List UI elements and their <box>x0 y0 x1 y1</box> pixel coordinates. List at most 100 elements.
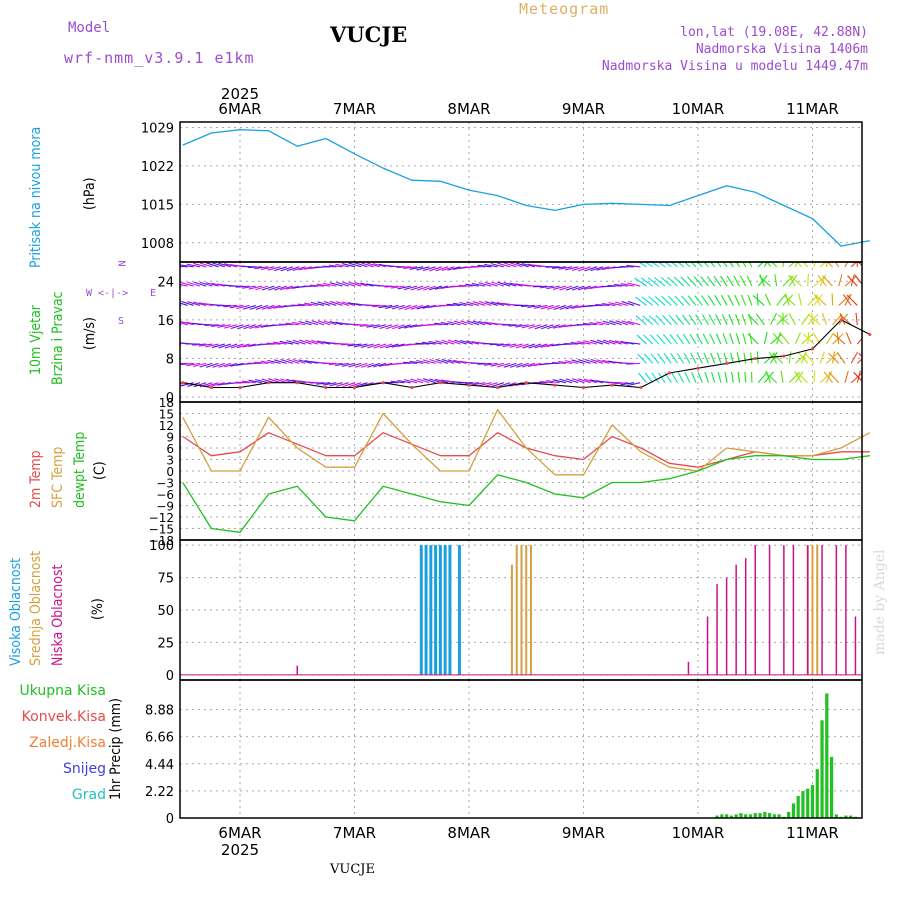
wind-arrow <box>212 262 225 268</box>
wind-arrow <box>113 286 125 290</box>
wind-arrow <box>547 324 560 330</box>
wind-arrow <box>776 294 786 306</box>
wind-arrow <box>627 320 641 326</box>
wind-arrow <box>132 267 144 271</box>
wind-arrow <box>429 285 442 291</box>
wind-arrow <box>206 362 219 368</box>
wind-arrow <box>144 340 156 344</box>
precip-bar <box>825 693 829 818</box>
wind-arrow <box>838 274 843 287</box>
wind-arrow <box>539 285 554 289</box>
wind-arrow <box>637 353 647 364</box>
precip-bar <box>758 813 762 818</box>
wind-arrow <box>366 324 380 328</box>
wind-arrow <box>267 304 281 310</box>
wind-arrow <box>428 340 442 345</box>
wind-arrow <box>826 262 833 268</box>
wind-arrow <box>552 285 566 290</box>
wind-arrow <box>298 266 312 271</box>
wind-arrow <box>676 333 685 345</box>
wind-arrow <box>602 339 616 345</box>
wind-arrow <box>864 255 870 266</box>
wind-arrow <box>298 359 312 364</box>
wind-arrow <box>254 361 269 364</box>
wind-arrow <box>280 378 294 384</box>
wind-arrow <box>242 304 256 310</box>
wind-arrow <box>379 343 393 349</box>
panel-frame <box>179 679 863 819</box>
wind-arrow <box>459 301 473 306</box>
wind-arrow <box>882 274 883 286</box>
compass-arrows: <-|-> <box>98 288 129 299</box>
wind-arrow <box>156 303 169 305</box>
wind-arrow <box>559 304 573 310</box>
wind-arrow <box>656 334 666 345</box>
wind-arrow <box>204 324 219 326</box>
wind-arrow <box>527 304 542 309</box>
precip-bar <box>715 815 719 818</box>
wind-arrow <box>713 275 722 287</box>
wind-arrow <box>842 294 852 306</box>
wind-arrow <box>193 281 207 287</box>
wind-arrow <box>497 362 511 368</box>
wind-speed-point <box>381 381 385 385</box>
wind-arrow <box>662 334 672 345</box>
wind-arrow <box>888 334 898 344</box>
wind-arrow <box>360 282 374 287</box>
precip-bar <box>844 815 848 818</box>
wind-arrow <box>571 359 585 364</box>
wind-arrow <box>434 322 449 326</box>
wind-arrow <box>627 382 641 387</box>
wind-arrow <box>458 284 473 287</box>
wind-arrow <box>484 281 498 287</box>
wind-arrow <box>491 382 504 388</box>
wind-arrow <box>503 281 517 287</box>
wind-arrow <box>757 371 768 384</box>
wind-arrow <box>354 262 368 268</box>
wind-arrow <box>590 266 604 272</box>
y-tick-label: 18 <box>159 396 174 410</box>
wind-arrow <box>206 262 219 268</box>
wind-arrow <box>447 339 461 345</box>
wind-arrow <box>702 333 709 345</box>
wind-arrow <box>828 371 840 384</box>
wind-arrow <box>774 274 778 287</box>
wind-arrow <box>801 333 814 345</box>
wind-speed-point <box>782 354 786 358</box>
wind-arrow <box>546 379 560 384</box>
wind-arrow <box>236 343 250 349</box>
wind-arrow <box>710 352 716 364</box>
wind-arrow <box>138 341 151 345</box>
wind-arrow <box>255 285 269 291</box>
wind-arrow <box>533 285 548 288</box>
compass-east: E <box>150 288 157 299</box>
wind-arrow <box>596 359 610 364</box>
wind-arrow <box>242 343 256 348</box>
wind-arrow <box>192 362 207 367</box>
wind-arrow <box>813 294 823 306</box>
wind-arrow <box>733 275 740 287</box>
footer-station: VUCJE <box>330 862 375 877</box>
wind-arrow <box>336 382 349 387</box>
wind-arrow <box>873 295 882 306</box>
wind-arrow <box>638 372 647 384</box>
wind-arrow <box>478 300 492 306</box>
wind-arrow <box>119 286 131 290</box>
wind-arrow <box>687 295 697 306</box>
wind-arrow <box>515 324 529 328</box>
wind-arrow <box>780 332 790 345</box>
wind-arrow <box>187 281 201 287</box>
wind-arrow <box>729 333 734 345</box>
wind-arrow <box>880 332 882 344</box>
wind-arrow <box>143 286 157 288</box>
wind-arrow <box>317 301 331 306</box>
wind-arrow <box>706 275 716 287</box>
wind-arrow <box>850 372 862 384</box>
x-tick-label-bottom: 6MAR <box>218 824 261 842</box>
wind-arrow <box>391 304 405 310</box>
wind-arrow <box>224 263 238 268</box>
wind-arrow <box>798 352 809 364</box>
wind-arrow <box>649 334 660 345</box>
wind-arrow <box>180 283 188 287</box>
wind-arrow <box>684 372 691 383</box>
